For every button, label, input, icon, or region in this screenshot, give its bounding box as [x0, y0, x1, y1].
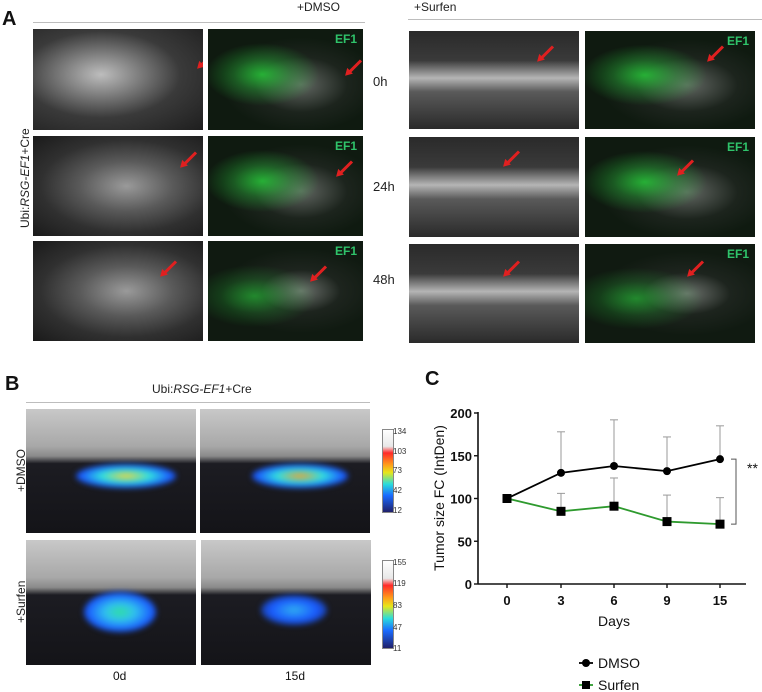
time-label-0h: 0h	[373, 74, 388, 89]
micrograph-surfen-48h-brightfield	[409, 244, 579, 343]
x-tick-label: 15	[713, 593, 727, 608]
y-tick-label: 50	[458, 534, 472, 549]
micrograph-surfen-0h-ef1: EF1	[585, 31, 755, 129]
surfen-divider	[408, 19, 762, 20]
panel-a-letter: A	[2, 8, 17, 30]
red-arrow-icon	[689, 260, 705, 276]
micrograph-dmso-24h-brightfield	[33, 136, 203, 236]
red-arrow-icon	[679, 159, 695, 175]
colorbar-dmso-tick: 42	[393, 486, 402, 495]
red-arrow-icon	[162, 260, 178, 276]
colorbar-surfen-tick: 119	[393, 579, 406, 588]
red-arrow-icon	[505, 260, 521, 276]
colorbar-dmso-tick: 103	[393, 447, 407, 456]
heatmap-dmso-15d	[200, 409, 370, 533]
data-point	[715, 519, 725, 529]
micrograph-surfen-0h-brightfield	[409, 31, 579, 129]
micrograph-dmso-0h-brightfield	[33, 29, 203, 130]
significance-bracket	[731, 458, 737, 525]
micrograph-surfen-24h-brightfield	[409, 137, 579, 237]
y-tick-label: 150	[450, 449, 472, 464]
channel-label: EF1	[334, 244, 357, 258]
panel-b-letter: B	[5, 373, 20, 395]
red-arrow-icon	[347, 59, 363, 75]
red-arrow-icon	[539, 45, 555, 61]
y-tick-label: 100	[450, 492, 472, 507]
heatmap-surfen-15d	[201, 540, 371, 665]
tumor-size-line-chart: 0 50 100 150 200 0 3 6 9 15 Days Tumor size FC (Int…	[431, 406, 758, 692]
red-arrow-icon	[182, 151, 198, 167]
genotype-label-a: Ubi:RSG-EF1+Cre	[18, 128, 32, 228]
data-point	[556, 506, 566, 516]
significance-marker: **	[747, 460, 758, 476]
red-arrow-icon	[312, 265, 328, 281]
y-tick-label: 0	[465, 577, 472, 592]
colorbar-dmso	[382, 429, 394, 513]
panel-c-letter: C	[425, 368, 440, 390]
colorbar-surfen-tick: 47	[393, 623, 402, 632]
legend-label: Surfen	[598, 677, 639, 692]
x-tick-label: 6	[610, 593, 617, 608]
micrograph-dmso-48h-brightfield	[33, 241, 203, 341]
dmso-divider	[33, 22, 365, 23]
data-point	[557, 468, 565, 477]
heatmap-surfen-0d	[26, 540, 196, 665]
micrograph-dmso-48h-ef1: EF1	[208, 241, 363, 341]
chart-legend: DMSO Surfen	[579, 655, 640, 692]
colorbar-dmso-tick: 134	[393, 427, 407, 436]
heatmap-dmso-0d	[26, 409, 196, 533]
data-point	[610, 462, 618, 471]
colorbar-dmso-tick: 12	[393, 506, 402, 515]
micrograph-surfen-48h-ef1: EF1	[585, 244, 755, 343]
colorbar-surfen-tick: 83	[393, 601, 402, 610]
x-tick-label: 3	[557, 593, 564, 608]
chart-series: **	[502, 419, 758, 529]
micrograph-dmso-24h-ef1: EF1	[208, 136, 363, 236]
data-point	[716, 455, 724, 464]
y-tick-label: 200	[450, 406, 472, 421]
panel-b-divider	[26, 402, 370, 403]
colorbar-dmso-tick: 73	[393, 466, 402, 475]
red-arrow-icon	[709, 45, 725, 61]
legend-label: DMSO	[598, 655, 640, 671]
channel-label: EF1	[726, 247, 749, 261]
colorbar-surfen-tick: 155	[393, 558, 407, 567]
time-label-48h: 48h	[373, 272, 395, 287]
red-arrow-icon	[505, 150, 521, 166]
colorbar-surfen	[382, 560, 394, 649]
micrograph-dmso-0h-ef1: EF1	[208, 29, 363, 130]
x-tick-label: 0	[503, 593, 510, 608]
channel-label: EF1	[334, 32, 357, 46]
data-point	[609, 501, 619, 511]
time-label-24h: 24h	[373, 179, 395, 194]
channel-label: EF1	[726, 34, 749, 48]
data-point	[663, 467, 671, 476]
colorbar-surfen-tick: 11	[393, 644, 402, 653]
x-axis-label: Days	[598, 613, 630, 629]
column-label-15d: 15d	[285, 669, 306, 683]
column-label-0d: 0d	[113, 669, 127, 683]
red-arrow-icon	[199, 52, 203, 68]
micrograph-surfen-24h-ef1: EF1	[585, 137, 755, 237]
data-point	[503, 494, 511, 503]
genotype-header-b: Ubi:RSG-EF1+Cre	[152, 382, 252, 396]
channel-label: EF1	[726, 140, 749, 154]
data-point	[662, 517, 672, 527]
condition-label-dmso: +DMSO	[297, 0, 341, 14]
red-arrow-icon	[338, 160, 354, 176]
x-tick-label: 9	[663, 593, 670, 608]
condition-label-surfen: +Surfen	[414, 0, 457, 14]
chart-axes: 0 50 100 150 200 0 3 6 9 15 Days Tumor size FC (Int…	[431, 406, 746, 629]
y-axis-label: Tumor size FC (IntDen)	[431, 425, 447, 571]
channel-label: EF1	[334, 139, 357, 153]
